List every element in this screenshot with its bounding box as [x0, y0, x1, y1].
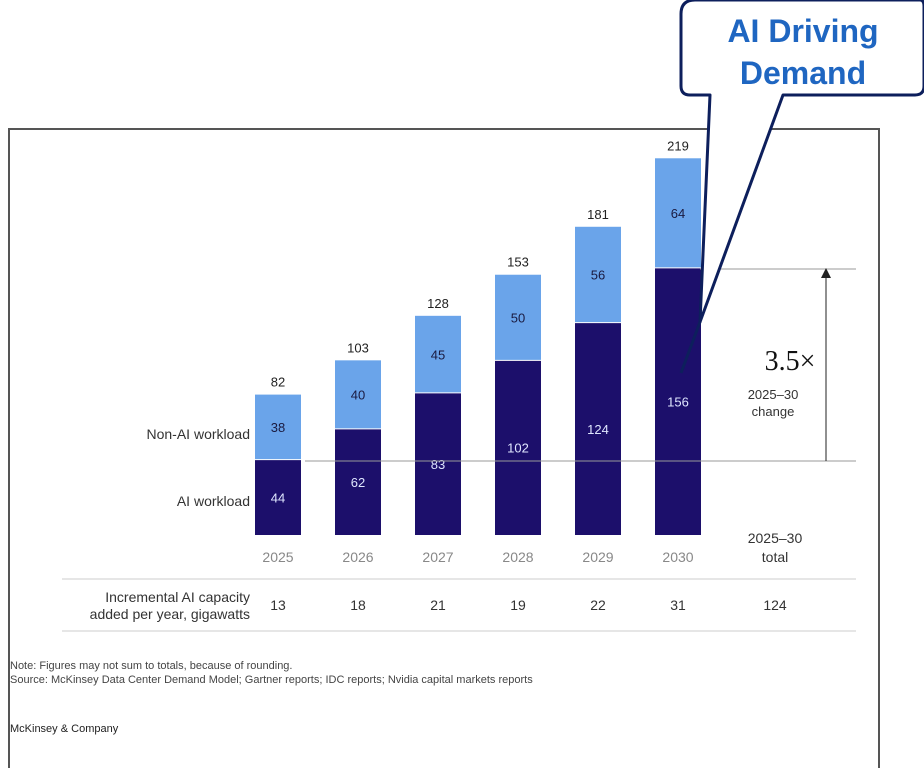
incremental-value-2027: 21	[430, 597, 446, 613]
bar-ai-2030	[655, 267, 701, 535]
label-total-2026: 103	[347, 340, 369, 355]
incremental-label-line1: Incremental AI capacity	[105, 589, 250, 605]
label-total-2028: 153	[507, 255, 529, 270]
label-total-2029: 181	[587, 207, 609, 222]
incremental-total: 124	[763, 597, 787, 613]
bar-ai-2029	[575, 322, 621, 535]
label-ai-2025: 44	[271, 490, 285, 505]
incremental-label-line2: added per year, gigawatts	[89, 606, 250, 622]
label-ai-2027: 83	[431, 457, 445, 472]
label-non-ai-2025: 38	[271, 420, 285, 435]
incremental-value-2026: 18	[350, 597, 366, 613]
incremental-value-2028: 19	[510, 597, 526, 613]
callout-line1: AI Driving	[727, 13, 878, 49]
stacked-bar-chart: 44 38 82 2025 13 62 40 103 2026 18 83 45 128 2027 21 10…	[62, 0, 924, 632]
bar-ai-2027	[415, 392, 461, 535]
label-ai-2028: 102	[507, 441, 529, 456]
incremental-value-2029: 22	[590, 597, 606, 613]
tick-label-2027: 2027	[422, 549, 453, 565]
brand-footer: McKinsey & Company	[10, 723, 119, 735]
tick-label-2030: 2030	[662, 549, 693, 565]
bar-non-ai-2028	[495, 274, 541, 361]
tick-label-2029: 2029	[582, 549, 613, 565]
multiplier-value: 3.5×	[765, 346, 816, 377]
label-total-2025: 82	[271, 375, 285, 390]
label-non-ai-2028: 50	[511, 311, 525, 326]
label-ai-2030: 156	[667, 394, 689, 409]
change-arrow-head	[821, 268, 831, 278]
legend-ai-label: AI workload	[176, 493, 250, 509]
change-label: change	[752, 404, 795, 419]
label-non-ai-2029: 56	[591, 268, 605, 283]
label-total-2030: 219	[667, 138, 689, 153]
bar-ai-2025	[255, 459, 301, 535]
footnote: Note: Figures may not sum to totals, bec…	[10, 660, 293, 672]
label-non-ai-2030: 64	[671, 206, 685, 221]
bars-layer	[255, 158, 701, 535]
tick-label-2026: 2026	[342, 549, 373, 565]
source-note: Source: McKinsey Data Center Demand Mode…	[10, 674, 533, 686]
label-ai-2026: 62	[351, 475, 365, 490]
incremental-value-2025: 13	[270, 597, 286, 613]
bar-non-ai-2026	[335, 360, 381, 429]
tick-label-2028: 2028	[502, 549, 533, 565]
callout-pointer	[679, 321, 702, 374]
bar-non-ai-2027	[415, 315, 461, 393]
total-period: 2025–30	[748, 530, 803, 546]
bar-ai-2028	[495, 360, 541, 535]
callout-line2: Demand	[740, 55, 866, 91]
bar-non-ai-2025	[255, 394, 301, 460]
label-non-ai-2026: 40	[351, 388, 365, 403]
bar-non-ai-2030	[655, 158, 701, 268]
change-period: 2025–30	[748, 387, 799, 402]
labels-layer: 44 38 82 2025 13 62 40 103 2026 18 83 45 128 2027 21 10…	[262, 138, 693, 613]
total-label: total	[762, 549, 788, 565]
bar-non-ai-2029	[575, 226, 621, 323]
bar-ai-2026	[335, 428, 381, 535]
tick-label-2025: 2025	[262, 549, 293, 565]
label-ai-2029: 124	[587, 422, 609, 437]
label-total-2027: 128	[427, 296, 449, 311]
legend-non-ai-label: Non-AI workload	[146, 426, 251, 442]
chart-frame	[8, 128, 880, 768]
incremental-value-2030: 31	[670, 597, 686, 613]
label-non-ai-2027: 45	[431, 347, 445, 362]
